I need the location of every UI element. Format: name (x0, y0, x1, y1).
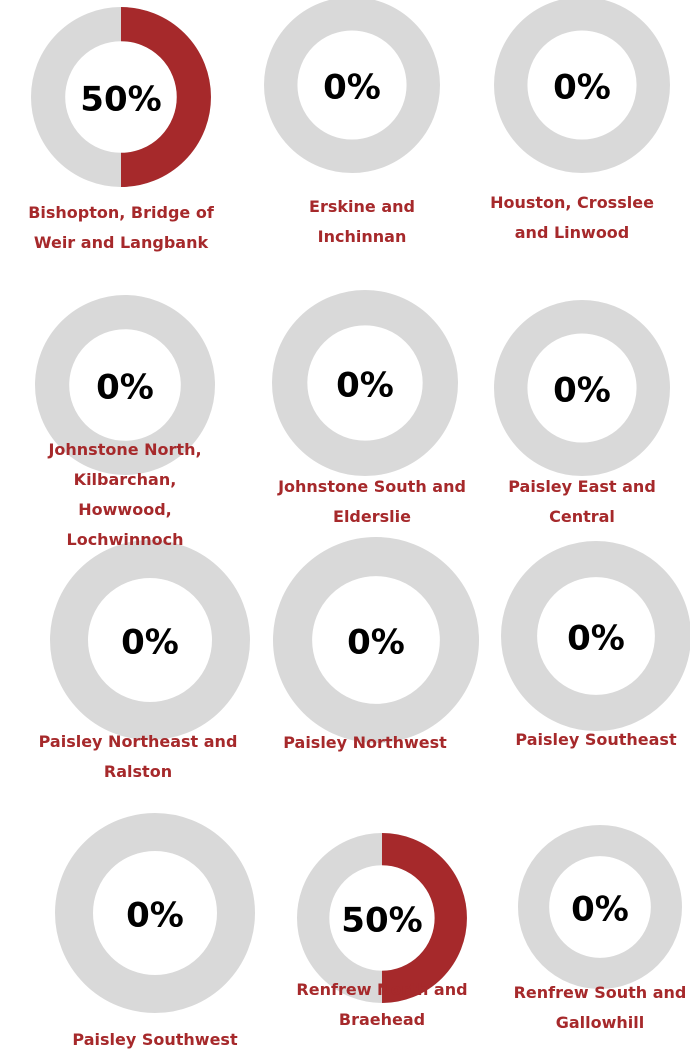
donut-value-label: 0% (121, 623, 179, 663)
donut-value-label: 50% (341, 901, 422, 941)
donut-track (494, 0, 670, 173)
donut-track (55, 813, 255, 1013)
donut-track (50, 540, 250, 740)
donut-value-label: 0% (336, 366, 394, 406)
donut-value-label: 0% (553, 371, 611, 411)
donut-title: Paisley Northeast and Ralston (38, 732, 238, 781)
donut-value-label: 0% (126, 896, 184, 936)
donut-value-label: 0% (96, 368, 154, 408)
donut-track (273, 537, 480, 744)
donut-title: Renfrew North and Braehead (296, 980, 468, 1029)
donut-title: Bishopton, Bridge of Weir and Langbank (28, 203, 214, 252)
donut-title: Erskine and Inchinnan (309, 197, 415, 246)
donut-title: Johnstone North, Kilbarchan, Howwood, Lo… (48, 440, 202, 549)
donut-title: Paisley Southeast (515, 730, 677, 749)
donut-value-label: 0% (571, 890, 629, 930)
donut-value-label: 0% (567, 619, 625, 659)
donut-value-label: 50% (80, 80, 161, 120)
donut-value-label: 0% (347, 623, 405, 663)
donut-title: Renfrew South and Gallowhill (513, 983, 687, 1032)
donut-title: Johnstone South and Elderslie (278, 477, 466, 526)
donut-title: Paisley Southwest (72, 1030, 238, 1049)
donut-track (271, 289, 458, 476)
donut-segment (120, 7, 211, 187)
donut-track (494, 300, 670, 476)
donut-value-label: 0% (553, 68, 611, 108)
donut-title: Paisley Northwest (283, 733, 447, 752)
donut-segment (381, 833, 467, 1003)
donut-track (518, 825, 683, 990)
donut-track (34, 295, 216, 476)
donut-title: Houston, Crosslee and Linwood (490, 193, 654, 242)
donut-title: Paisley East and Central (508, 477, 656, 526)
donut-track (501, 541, 690, 731)
donut-value-label: 0% (323, 68, 381, 108)
donut-track (264, 0, 440, 173)
